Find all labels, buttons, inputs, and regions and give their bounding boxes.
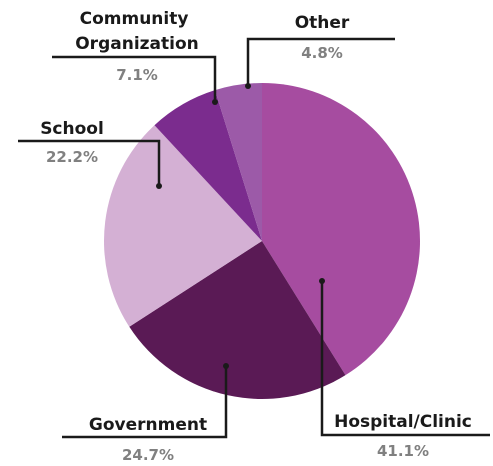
slice-name-line-1: Community	[80, 9, 189, 29]
slice-name: Hospital/Clinic	[334, 412, 472, 432]
leader-line	[320, 281, 490, 437]
slice-name: Other	[295, 13, 350, 33]
slice-value: 22.2%	[46, 148, 98, 166]
slice-name-line-2: Organization	[75, 34, 199, 54]
slice-label-school: School 22.2%	[18, 119, 162, 189]
slice-label-other: Other 4.8%	[245, 13, 395, 89]
pie-slices	[103, 83, 421, 400]
pie-slice-community-organization	[154, 90, 262, 242]
slice-label-hospital-clinic: Hospital/Clinic 41.1%	[319, 278, 490, 460]
slice-label-government: Government 24.7%	[62, 363, 229, 464]
leader-line	[18, 139, 161, 186]
slice-name: School	[40, 119, 104, 139]
slice-value: 24.7%	[122, 446, 174, 464]
pie-slice-government	[129, 241, 346, 400]
slice-value: 7.1%	[116, 66, 158, 84]
pie-slice-hospital-clinic	[262, 83, 421, 376]
leader-line	[246, 37, 395, 86]
leader-line	[62, 366, 228, 439]
slice-value: 4.8%	[301, 44, 343, 62]
slice-value: 41.1%	[377, 442, 429, 460]
leader-line	[52, 55, 217, 102]
pie-slice-school	[103, 125, 262, 327]
slice-label-community-organization: Community Organization 7.1%	[52, 9, 218, 105]
slice-name: Government	[89, 415, 207, 435]
pie-slice-other	[215, 83, 262, 241]
slice-name: Community Organization	[75, 9, 199, 54]
